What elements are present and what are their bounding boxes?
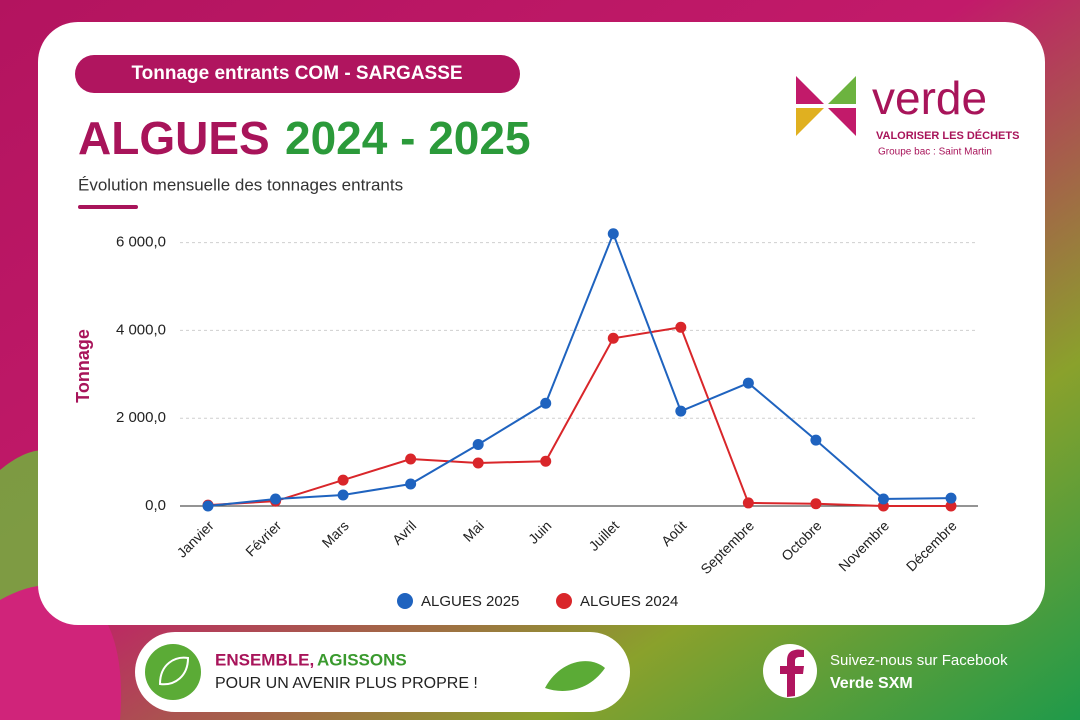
account-text: Verde SXM xyxy=(830,675,913,692)
subtitle: Évolution mensuelle des tonnages entrant… xyxy=(78,175,403,194)
legend-label: ALGUES 2024 xyxy=(580,593,678,610)
follow-text: Suivez-nous sur Facebook xyxy=(830,652,1008,669)
point xyxy=(472,439,484,451)
y-tick-label: 4 000,0 xyxy=(116,321,166,338)
y-tick-label: 6 000,0 xyxy=(116,234,166,251)
point xyxy=(337,489,349,501)
point xyxy=(810,498,822,510)
series-line xyxy=(207,326,951,507)
slogan-2: AGISSONS xyxy=(317,650,407,669)
point xyxy=(945,492,957,504)
title-years: 2024 - 2025 xyxy=(285,112,531,164)
point xyxy=(405,478,417,490)
leaf-decoration xyxy=(545,661,605,691)
point xyxy=(675,321,687,333)
point xyxy=(810,434,822,446)
leaf-icon xyxy=(145,644,201,700)
slogan-pill xyxy=(135,632,630,712)
point xyxy=(540,455,552,467)
point xyxy=(945,500,957,512)
legend-swatch xyxy=(556,593,572,609)
title-main: ALGUES xyxy=(78,112,270,164)
badge xyxy=(75,55,520,93)
logo-group: Groupe bac : Saint Martin xyxy=(878,147,992,158)
point xyxy=(607,228,619,240)
point xyxy=(742,377,754,389)
logo-name: verde xyxy=(872,72,987,124)
logo-tagline: VALORISER LES DÉCHETS xyxy=(876,129,1019,142)
logo-mark xyxy=(796,76,856,136)
point xyxy=(202,500,214,512)
leaf-icon-shape xyxy=(158,656,190,686)
slogan-3: POUR UN AVENIR PLUS PROPRE ! xyxy=(215,675,478,692)
slogan-1: ENSEMBLE, xyxy=(215,650,314,669)
legend-swatch xyxy=(397,593,413,609)
y-tick-label: 2 000,0 xyxy=(116,409,166,426)
point xyxy=(270,493,282,505)
point xyxy=(405,453,417,465)
series-line xyxy=(207,231,952,507)
facebook-f xyxy=(780,649,804,697)
point xyxy=(337,474,349,486)
point xyxy=(675,405,687,417)
point xyxy=(877,493,889,505)
underline xyxy=(78,205,138,209)
y-axis-label: Tonnage xyxy=(73,329,93,403)
point xyxy=(472,457,484,469)
point xyxy=(742,497,754,509)
legend-label: ALGUES 2025 xyxy=(421,593,519,610)
point xyxy=(540,397,552,409)
badge-text: Tonnage entrants COM - SARGASSE xyxy=(131,63,462,84)
card xyxy=(38,22,1045,625)
point xyxy=(607,332,619,344)
y-tick-label: 0,0 xyxy=(145,497,166,514)
